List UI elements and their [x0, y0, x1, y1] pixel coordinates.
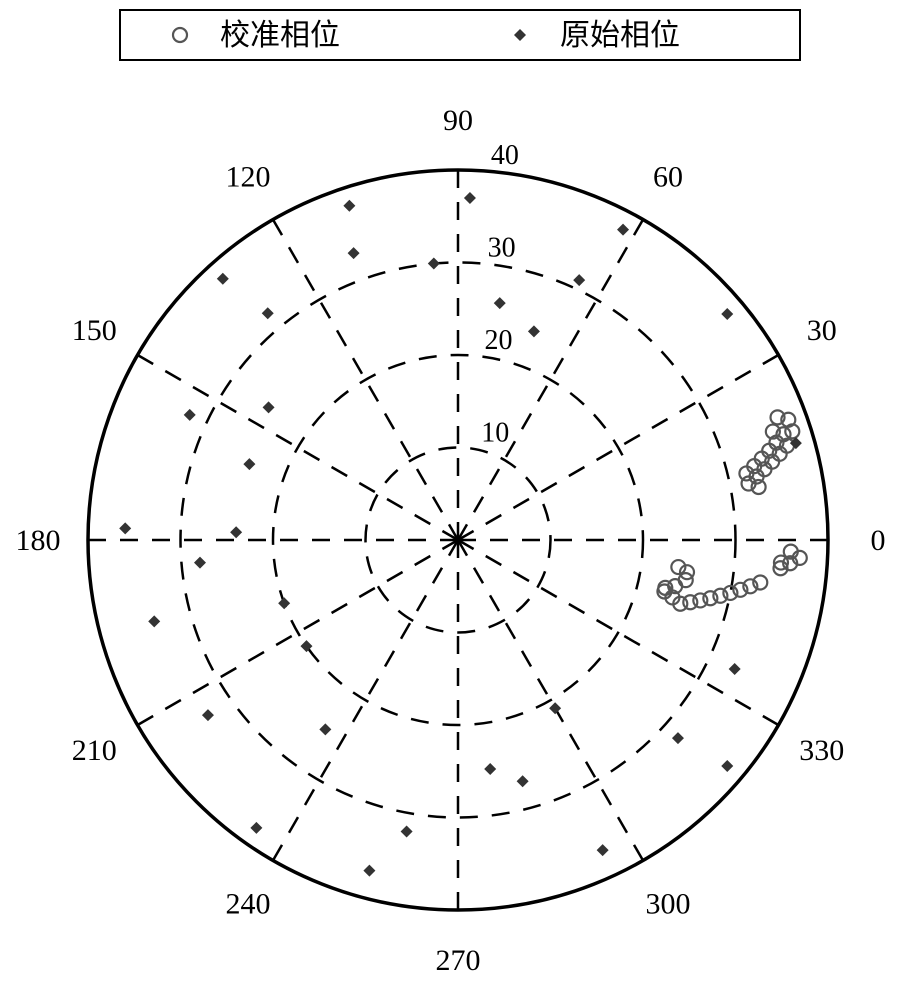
svg-text:300: 300: [646, 888, 691, 921]
svg-text:120: 120: [226, 160, 271, 193]
svg-text:10: 10: [481, 418, 509, 449]
svg-text:210: 210: [72, 734, 117, 767]
svg-text:0: 0: [871, 524, 886, 557]
svg-text:校准相位: 校准相位: [220, 19, 340, 52]
svg-text:90: 90: [443, 104, 473, 137]
svg-text:30: 30: [807, 314, 837, 347]
polar-chart-container: 0 30 60 90 120 150 180 210 240 270 300 330 10 20 30 40 校…: [0, 0, 917, 1000]
svg-text:20: 20: [484, 325, 512, 356]
svg-text:60: 60: [653, 160, 683, 193]
svg-text:240: 240: [226, 888, 271, 921]
svg-text:30: 30: [488, 233, 516, 264]
svg-text:40: 40: [491, 140, 519, 171]
svg-text:330: 330: [799, 734, 844, 767]
polar-chart-svg: 0 30 60 90 120 150 180 210 240 270 300 330 10 20 30 40 校…: [0, 0, 917, 1000]
svg-text:180: 180: [16, 524, 61, 557]
svg-text:150: 150: [72, 314, 117, 347]
svg-text:原始相位: 原始相位: [560, 19, 680, 52]
svg-text:270: 270: [436, 944, 481, 977]
